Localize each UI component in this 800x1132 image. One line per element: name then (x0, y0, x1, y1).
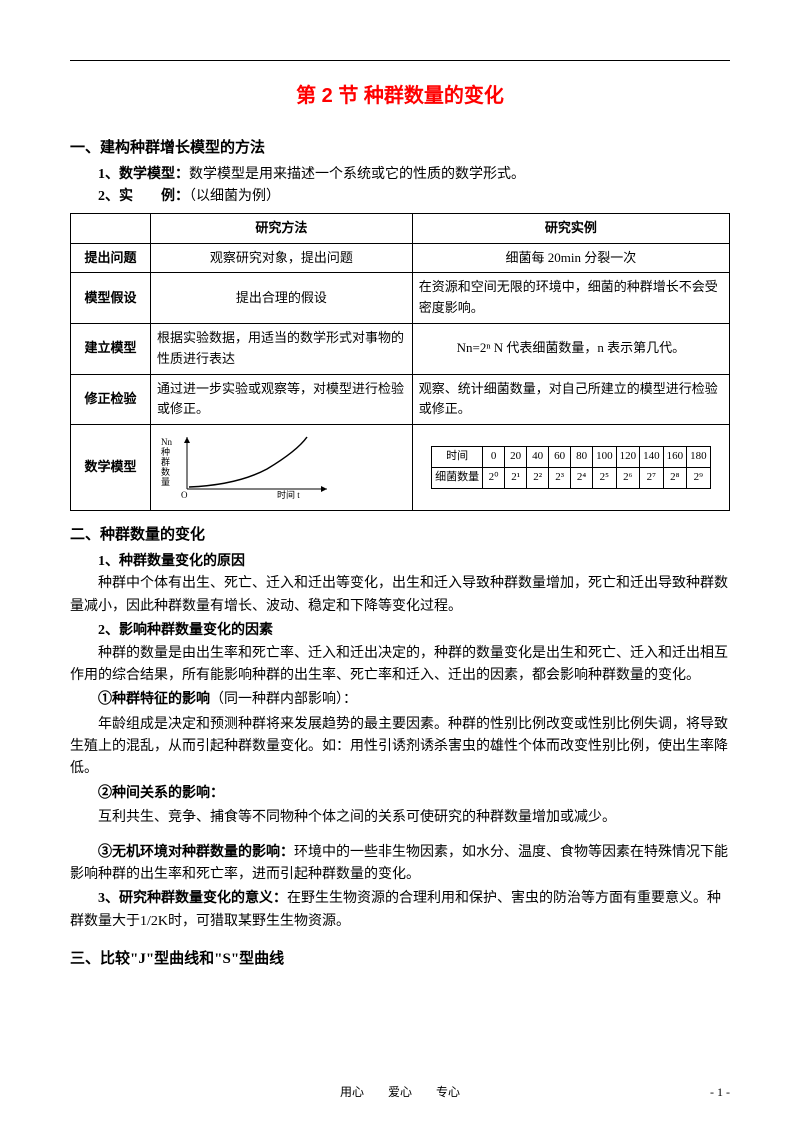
sec2-s2b: ②种间关系的影响： (70, 783, 730, 805)
inner-r1-6: 120 (616, 447, 640, 468)
footer-text: 用心 爱心 专心 (0, 1083, 800, 1102)
r1-c1: 观察研究对象，提出问题 (151, 243, 413, 273)
inner-r1-5: 100 (593, 447, 617, 468)
inner-r2-8: 2⁸ (663, 468, 687, 489)
inner-r2-5: 2⁵ (593, 468, 617, 489)
inner-r2-9: 2⁹ (687, 468, 711, 489)
inner-r2-2: 2² (527, 468, 549, 489)
chart-ylabel-1: Nn (161, 437, 172, 447)
inner-r2-label: 细菌数量 (432, 468, 483, 489)
r5-chart-cell: Nn 种 群 数 量 O 时间 t (151, 425, 413, 511)
table-corner (71, 213, 151, 243)
r3-head: 建立模型 (71, 323, 151, 374)
inner-r2-1: 2¹ (505, 468, 527, 489)
sec1-item1-text: 数学模型是用来描述一个系统或它的性质的数学形式。 (189, 167, 525, 182)
inner-r2-0: 2⁰ (483, 468, 505, 489)
r4-c2: 观察、统计细菌数量，对自己所建立的模型进行检验或修正。 (412, 374, 729, 425)
sec2-s1-label: 1、种群数量变化的原因 (98, 551, 730, 573)
method-table: 研究方法 研究实例 提出问题 观察研究对象，提出问题 细菌每 20min 分裂一… (70, 213, 730, 511)
sec1-item2-label: 2、实 例： (98, 189, 189, 204)
inner-r1-1: 20 (505, 447, 527, 468)
sec2-s2-label: 2、影响种群数量变化的因素 (98, 620, 730, 642)
r3-c1: 根据实验数据，用适当的数学形式对事物的性质进行表达 (151, 323, 413, 374)
sec1-item2: 2、实 例：（以细菌为例） (98, 186, 730, 208)
sec2-s2-p: 种群的数量是由出生率和死亡率、迁入和迁出决定的，种群的数量变化是出生和死亡、迁入… (70, 643, 730, 688)
col2-head: 研究实例 (412, 213, 729, 243)
inner-r2-4: 2⁴ (571, 468, 593, 489)
growth-curve-chart: Nn 种 群 数 量 O 时间 t (157, 429, 337, 499)
chart-xlabel: 时间 t (277, 489, 300, 499)
inner-r2-3: 2³ (549, 468, 571, 489)
chart-ylabel-5: 量 (161, 477, 170, 487)
r1-c2: 细菌每 20min 分裂一次 (412, 243, 729, 273)
col1-head: 研究方法 (151, 213, 413, 243)
sec2-s2a-label: ①种群特征的影响 (98, 692, 210, 707)
r1-head: 提出问题 (71, 243, 151, 273)
inner-r2-6: 2⁶ (616, 468, 640, 489)
sec2-s2b-p: 互利共生、竞争、捕食等不同物种个体之间的关系可使研究的种群数量增加或减少。 (70, 807, 730, 829)
spacer (70, 832, 730, 842)
chart-origin: O (181, 490, 188, 499)
sec1-item1-label: 1、数学模型： (98, 167, 189, 182)
chart-ylabel-3: 群 (161, 456, 170, 467)
r3-c2: Nn=2ⁿ N 代表细菌数量，n 表示第几代。 (412, 323, 729, 374)
sec2-s3: 3、研究种群数量变化的意义：在野生生物资源的合理利用和保护、害虫的防治等方面有重… (70, 888, 730, 933)
sec2-s2a: ①种群特征的影响（同一种群内部影响）： (70, 689, 730, 711)
sec2-s2c: ③无机环境对种群数量的影响：环境中的一些非生物因素，如水分、温度、食物等因素在特… (70, 842, 730, 887)
r2-c1: 提出合理的假设 (151, 273, 413, 324)
sec1-item1: 1、数学模型：数学模型是用来描述一个系统或它的性质的数学形式。 (98, 164, 730, 186)
inner-r1-9: 180 (687, 447, 711, 468)
sec2-s2b-label: ②种间关系的影响： (98, 786, 224, 801)
page-title: 第 2 节 种群数量的变化 (70, 80, 730, 112)
r5-head: 数学模型 (71, 425, 151, 511)
r4-c1: 通过进一步实验或观察等，对模型进行检验或修正。 (151, 374, 413, 425)
sec2-s1-p: 种群中个体有出生、死亡、迁入和迁出等变化，出生和迁入导致种群数量增加，死亡和迁出… (70, 573, 730, 618)
inner-r1-4: 80 (571, 447, 593, 468)
sec2-s2a-tail: （同一种群内部影响）： (210, 692, 357, 707)
r2-c2: 在资源和空间无限的环境中，细菌的种群增长不会受密度影响。 (412, 273, 729, 324)
inner-r1-2: 40 (527, 447, 549, 468)
section-1-heading: 一、建构种群增长模型的方法 (70, 136, 730, 160)
inner-r1-0: 0 (483, 447, 505, 468)
r5-table-cell: 时间 0 20 40 60 80 100 120 140 160 180 细菌数… (412, 425, 729, 511)
top-rule (70, 60, 730, 61)
chart-ylabel-2: 种 (161, 446, 170, 457)
sec1-item2-text: （以细菌为例） (189, 189, 280, 204)
r4-head: 修正检验 (71, 374, 151, 425)
r2-head: 模型假设 (71, 273, 151, 324)
inner-r1-7: 140 (640, 447, 664, 468)
sec2-s2a-p: 年龄组成是决定和预测种群将来发展趋势的最主要因素。种群的性别比例改变或性别比例失… (70, 714, 730, 781)
inner-r1-8: 160 (663, 447, 687, 468)
sec2-s3-label: 3、研究种群数量变化的意义： (98, 891, 287, 906)
inner-data-table: 时间 0 20 40 60 80 100 120 140 160 180 细菌数… (431, 446, 711, 488)
section-2-heading: 二、种群数量的变化 (70, 523, 730, 547)
section-3-heading: 三、比较"J"型曲线和"S"型曲线 (70, 947, 730, 971)
chart-ylabel-4: 数 (161, 466, 170, 477)
sec2-s2c-label: ③无机环境对种群数量的影响： (98, 845, 294, 860)
inner-r2-7: 2⁷ (640, 468, 664, 489)
page-number: - 1 - (710, 1083, 730, 1102)
inner-r1-3: 60 (549, 447, 571, 468)
inner-r1-label: 时间 (432, 447, 483, 468)
